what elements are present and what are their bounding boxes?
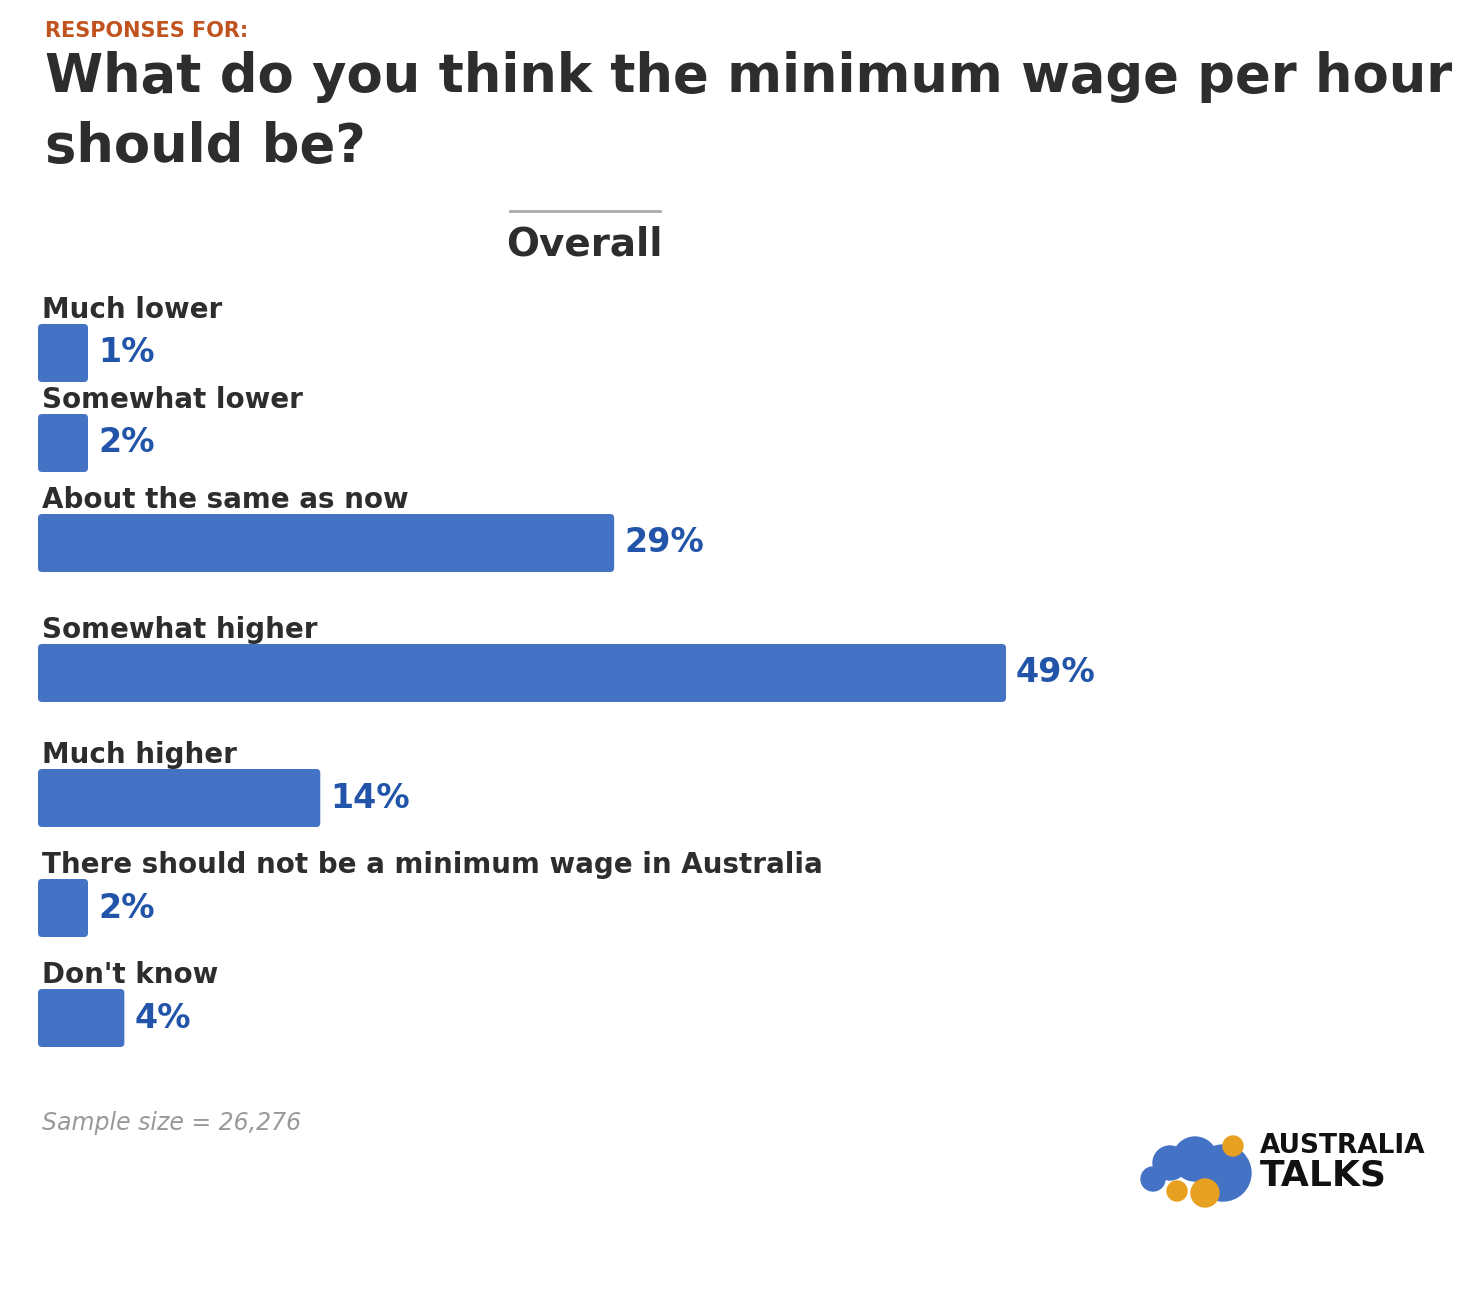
FancyBboxPatch shape	[38, 769, 320, 827]
Text: 1%: 1%	[98, 337, 154, 370]
Text: Somewhat higher: Somewhat higher	[43, 616, 317, 644]
FancyBboxPatch shape	[38, 644, 1006, 703]
Text: RESPONSES FOR:: RESPONSES FOR:	[46, 21, 248, 40]
Circle shape	[1173, 1138, 1217, 1181]
Circle shape	[1167, 1181, 1188, 1202]
Text: 29%: 29%	[624, 526, 705, 559]
Text: 2%: 2%	[98, 892, 154, 925]
Circle shape	[1223, 1136, 1243, 1156]
Circle shape	[1195, 1145, 1251, 1202]
Text: TALKS: TALKS	[1260, 1158, 1387, 1192]
Text: Don't know: Don't know	[43, 961, 219, 989]
Text: Overall: Overall	[506, 226, 662, 264]
FancyBboxPatch shape	[38, 989, 125, 1047]
FancyBboxPatch shape	[38, 324, 88, 381]
Circle shape	[1152, 1145, 1188, 1181]
FancyBboxPatch shape	[38, 414, 88, 471]
Text: 49%: 49%	[1016, 657, 1095, 690]
Text: 14%: 14%	[330, 781, 410, 815]
Text: 2%: 2%	[98, 427, 154, 460]
Text: Much lower: Much lower	[43, 296, 222, 324]
Circle shape	[1191, 1179, 1218, 1207]
Circle shape	[1141, 1168, 1166, 1191]
Text: AUSTRALIA: AUSTRALIA	[1260, 1134, 1425, 1158]
Text: 4%: 4%	[135, 1002, 191, 1034]
Text: Much higher: Much higher	[43, 741, 236, 769]
Text: Somewhat lower: Somewhat lower	[43, 387, 302, 414]
Text: There should not be a minimum wage in Australia: There should not be a minimum wage in Au…	[43, 852, 822, 879]
FancyBboxPatch shape	[38, 879, 88, 936]
Text: What do you think the minimum wage per hour in Australia: What do you think the minimum wage per h…	[46, 51, 1468, 103]
Text: About the same as now: About the same as now	[43, 486, 408, 515]
FancyBboxPatch shape	[38, 515, 614, 572]
Text: Sample size = 26,276: Sample size = 26,276	[43, 1111, 301, 1135]
Text: should be?: should be?	[46, 121, 366, 172]
